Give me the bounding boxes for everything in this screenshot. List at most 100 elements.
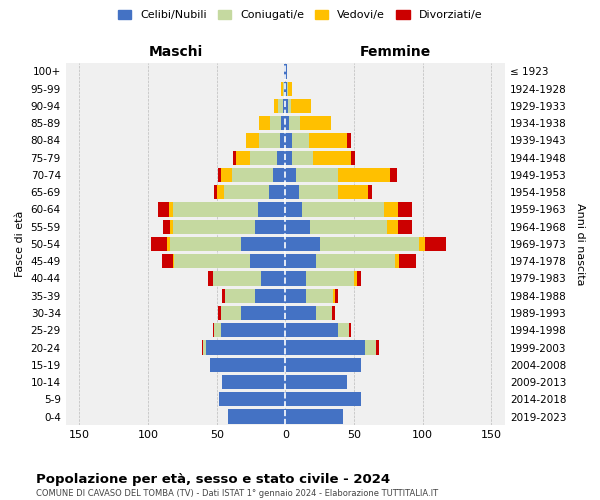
Text: Femmine: Femmine	[359, 45, 431, 59]
Bar	[306, 272, 354, 285]
Bar	[400, 254, 416, 268]
Bar	[206, 340, 286, 354]
Bar	[286, 375, 347, 389]
Bar	[398, 202, 412, 216]
Bar	[221, 306, 241, 320]
Bar	[220, 392, 286, 406]
Bar	[173, 202, 258, 216]
Bar	[225, 288, 255, 303]
Bar	[221, 168, 232, 182]
Bar	[281, 82, 283, 96]
Bar	[291, 99, 311, 113]
Text: COMUNE DI CAVASO DEL TOMBA (TV) - Dati ISTAT 1° gennaio 2024 - Elaborazione TUTT: COMUNE DI CAVASO DEL TOMBA (TV) - Dati I…	[36, 489, 438, 498]
Bar	[365, 340, 376, 354]
Bar	[173, 254, 174, 268]
Bar	[299, 185, 338, 200]
Bar	[203, 340, 206, 354]
Bar	[387, 220, 398, 234]
Bar	[296, 168, 338, 182]
Bar	[384, 202, 398, 216]
Bar	[335, 288, 338, 303]
Bar	[284, 64, 286, 78]
Bar	[212, 323, 214, 338]
Bar	[332, 306, 335, 320]
Bar	[163, 220, 170, 234]
Bar	[338, 168, 390, 182]
Bar	[338, 185, 368, 200]
Bar	[278, 99, 283, 113]
Bar	[425, 237, 446, 251]
Legend: Celibi/Nubili, Coniugati/e, Vedovi/e, Divorziati/e: Celibi/Nubili, Coniugati/e, Vedovi/e, Di…	[113, 6, 487, 25]
Bar	[218, 168, 221, 182]
Bar	[214, 185, 217, 200]
Bar	[286, 410, 343, 424]
Bar	[250, 150, 277, 165]
Bar	[310, 220, 387, 234]
Bar	[167, 237, 170, 251]
Bar	[286, 392, 361, 406]
Bar	[258, 202, 286, 216]
Bar	[306, 288, 334, 303]
Bar	[259, 116, 270, 130]
Bar	[158, 202, 169, 216]
Bar	[277, 150, 286, 165]
Bar	[210, 358, 286, 372]
Bar	[241, 306, 286, 320]
Bar	[286, 202, 302, 216]
Bar	[292, 134, 309, 147]
Bar	[286, 168, 296, 182]
Bar	[316, 254, 395, 268]
Bar	[309, 134, 347, 147]
Bar	[170, 220, 173, 234]
Bar	[214, 323, 221, 338]
Bar	[301, 116, 331, 130]
Bar	[245, 134, 259, 147]
Bar	[283, 99, 286, 113]
Bar	[174, 254, 250, 268]
Text: Maschi: Maschi	[148, 45, 203, 59]
Bar	[173, 220, 255, 234]
Bar	[286, 99, 288, 113]
Bar	[286, 134, 292, 147]
Bar	[286, 116, 289, 130]
Bar	[208, 272, 212, 285]
Bar	[224, 185, 269, 200]
Bar	[292, 150, 313, 165]
Bar	[338, 323, 349, 338]
Bar	[349, 323, 351, 338]
Bar	[169, 202, 173, 216]
Bar	[286, 340, 365, 354]
Bar	[259, 134, 280, 147]
Bar	[218, 306, 221, 320]
Bar	[170, 237, 241, 251]
Bar	[351, 150, 355, 165]
Bar	[212, 272, 260, 285]
Bar	[284, 82, 286, 96]
Bar	[286, 220, 310, 234]
Bar	[286, 82, 287, 96]
Bar	[368, 185, 372, 200]
Bar	[286, 64, 287, 78]
Bar	[151, 237, 167, 251]
Bar	[217, 185, 224, 200]
Bar	[419, 237, 425, 251]
Bar	[274, 99, 278, 113]
Bar	[334, 288, 335, 303]
Bar	[250, 254, 286, 268]
Bar	[288, 82, 292, 96]
Bar	[286, 272, 306, 285]
Bar	[376, 340, 379, 354]
Bar	[232, 168, 273, 182]
Bar	[286, 306, 316, 320]
Bar	[162, 254, 173, 268]
Bar	[395, 254, 400, 268]
Bar	[255, 288, 286, 303]
Bar	[222, 375, 286, 389]
Bar	[260, 272, 286, 285]
Bar	[316, 306, 332, 320]
Bar	[320, 237, 419, 251]
Bar	[313, 150, 351, 165]
Bar	[270, 116, 281, 130]
Bar	[202, 340, 203, 354]
Bar	[221, 323, 286, 338]
